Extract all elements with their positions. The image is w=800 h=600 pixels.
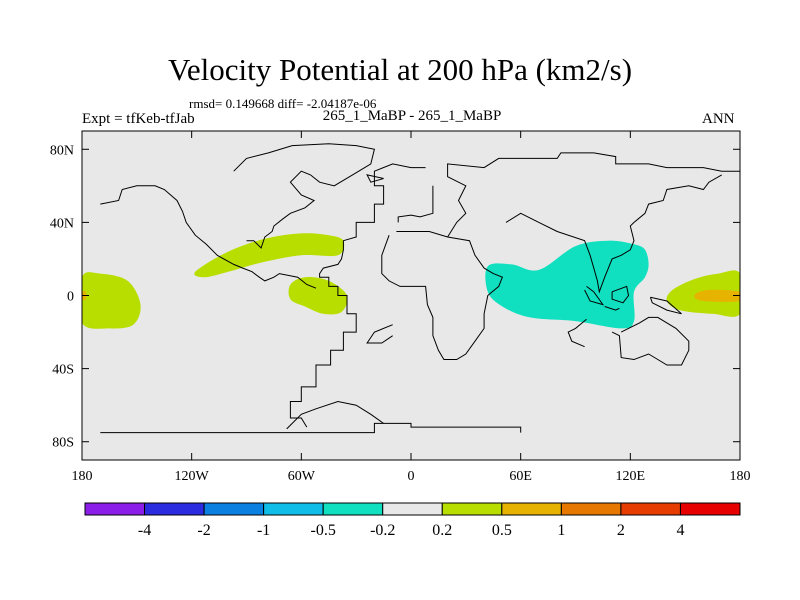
stats-line: rmsd= 0.149668 diff= -2.04187e-06	[189, 96, 377, 111]
x-tick-label: 0	[408, 469, 415, 484]
coastline-14	[366, 324, 393, 344]
x-tick-label: 60E	[509, 469, 532, 484]
coastline-5	[381, 231, 504, 360]
colorbar-swatch	[382, 502, 443, 516]
colorbar-label: 1	[557, 522, 565, 539]
coastline-6	[447, 152, 740, 238]
coastline-1	[100, 422, 522, 434]
contour-region-1	[82, 272, 141, 329]
y-tick-label: 40S	[52, 363, 74, 378]
y-tick-label: 80S	[52, 436, 74, 451]
x-tick-label: 120E	[616, 469, 646, 484]
colorbar-swatch	[501, 502, 562, 516]
coastline-10	[604, 306, 620, 311]
colorbar: -4 -2 -1 -0.5 -0.2 0.2 0.5 1 2 4	[84, 502, 741, 539]
experiment-label: Expt = tfKeb-tfJab	[82, 111, 195, 127]
y-tick-label: 40N	[50, 216, 74, 231]
colorbar-swatch	[322, 502, 384, 516]
coastline-16	[233, 143, 376, 249]
y-tick-label: 0	[67, 290, 74, 305]
coastline-15	[100, 185, 317, 289]
coastline-3	[289, 163, 426, 428]
colorbar-label: -1	[257, 522, 270, 539]
coastline-11	[611, 285, 630, 304]
period-label: ANN	[702, 111, 735, 127]
colorbar-label: -4	[138, 522, 151, 539]
coastline-2	[286, 400, 384, 430]
contour-region-2	[194, 233, 345, 278]
colorbar-swatch	[84, 502, 146, 516]
coastlines	[100, 143, 740, 434]
x-axis: 180 120W 60W 0 60E 120E 180	[72, 131, 751, 484]
contour-region-6	[694, 289, 740, 302]
y-axis: 80N 40N 0 40S 80S	[50, 143, 740, 451]
colorbar-label: -0.2	[370, 522, 395, 539]
colorbar-label: 0.2	[432, 522, 452, 539]
x-tick-label: 60W	[288, 469, 316, 484]
coastline-13	[567, 318, 587, 348]
coastline-17	[366, 174, 384, 183]
case-line: 265_1_MaBP - 265_1_MaBP	[322, 108, 502, 124]
colorbar-label: -0.5	[311, 522, 336, 539]
coastline-8	[611, 316, 690, 366]
coastline-4	[397, 185, 434, 223]
chart-title: Velocity Potential at 200 hPa (km2/s)	[167, 52, 633, 87]
contour-region-7	[485, 240, 649, 329]
colorbar-swatch	[144, 502, 205, 516]
colorbar-label: 0.5	[492, 522, 512, 539]
colorbar-swatch	[560, 502, 622, 516]
y-tick-label: 80N	[50, 143, 74, 158]
colorbar-swatch	[441, 502, 503, 516]
colorbar-label: 4	[676, 522, 684, 539]
colorbar-swatch	[679, 502, 741, 516]
x-tick-label: 180	[730, 469, 751, 484]
coastline-12	[649, 296, 682, 315]
colorbar-swatch	[620, 502, 681, 516]
plot-background	[82, 131, 740, 460]
contour-regions	[82, 233, 740, 329]
colorbar-swatch	[263, 502, 324, 516]
colorbar-label: 2	[617, 522, 625, 539]
x-tick-label: 180	[72, 469, 93, 484]
colorbar-swatch	[203, 502, 265, 516]
colorbar-label: -2	[197, 522, 210, 539]
x-tick-label: 120W	[175, 469, 210, 484]
coastline-7	[505, 174, 722, 294]
coastline-9	[584, 285, 605, 306]
